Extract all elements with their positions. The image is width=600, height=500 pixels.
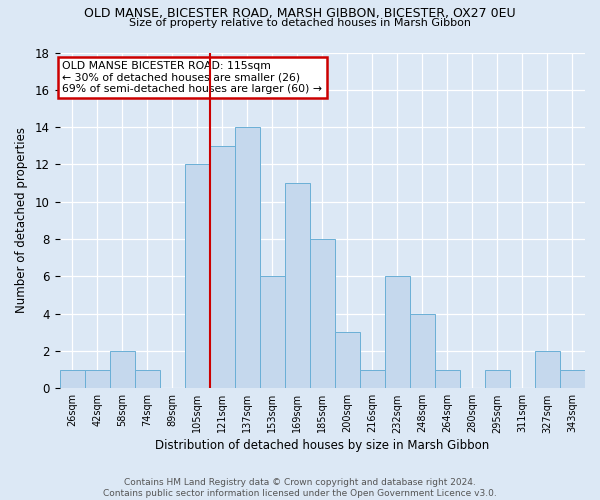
Bar <box>285 183 310 388</box>
Text: OLD MANSE BICESTER ROAD: 115sqm
← 30% of detached houses are smaller (26)
69% of: OLD MANSE BICESTER ROAD: 115sqm ← 30% of… <box>62 61 322 94</box>
X-axis label: Distribution of detached houses by size in Marsh Gibbon: Distribution of detached houses by size … <box>155 440 490 452</box>
Text: Size of property relative to detached houses in Marsh Gibbon: Size of property relative to detached ho… <box>129 18 471 28</box>
Bar <box>560 370 585 388</box>
Bar <box>110 351 135 389</box>
Bar <box>59 370 85 388</box>
Bar <box>135 370 160 388</box>
Y-axis label: Number of detached properties: Number of detached properties <box>15 128 28 314</box>
Bar <box>210 146 235 388</box>
Text: Contains HM Land Registry data © Crown copyright and database right 2024.
Contai: Contains HM Land Registry data © Crown c… <box>103 478 497 498</box>
Bar <box>435 370 460 388</box>
Bar <box>310 239 335 388</box>
Bar <box>85 370 110 388</box>
Bar <box>535 351 560 389</box>
Bar <box>485 370 510 388</box>
Bar <box>335 332 360 388</box>
Bar <box>385 276 410 388</box>
Bar <box>410 314 435 388</box>
Bar <box>235 127 260 388</box>
Bar <box>360 370 385 388</box>
Bar <box>185 164 210 388</box>
Bar <box>260 276 285 388</box>
Text: OLD MANSE, BICESTER ROAD, MARSH GIBBON, BICESTER, OX27 0EU: OLD MANSE, BICESTER ROAD, MARSH GIBBON, … <box>84 8 516 20</box>
